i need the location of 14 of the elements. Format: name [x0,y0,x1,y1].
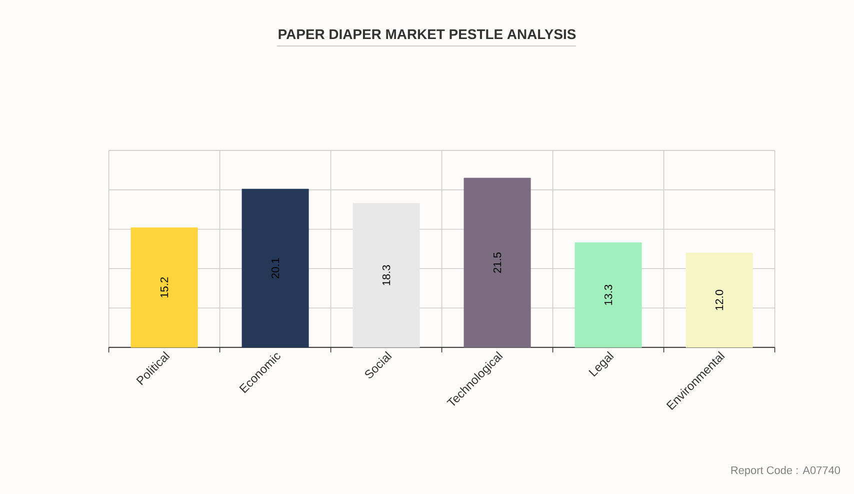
text: Report Code : A07740 [731,466,840,476]
data-label: 20.1 [271,258,280,278]
data-label: 15.2 [160,277,168,298]
data-label: 13.3 [604,284,612,305]
data-label: 18.3 [382,265,390,286]
bar [242,188,309,348]
bar [130,227,198,348]
bar [574,242,642,348]
bar [686,252,753,348]
data-label: 12.0 [715,290,724,310]
bar [352,203,420,348]
bar [464,178,531,348]
chart-title: PAPER DIAPER MARKET PESTLE ANALYSIS [278,29,576,40]
data-label: 21.5 [493,252,502,273]
